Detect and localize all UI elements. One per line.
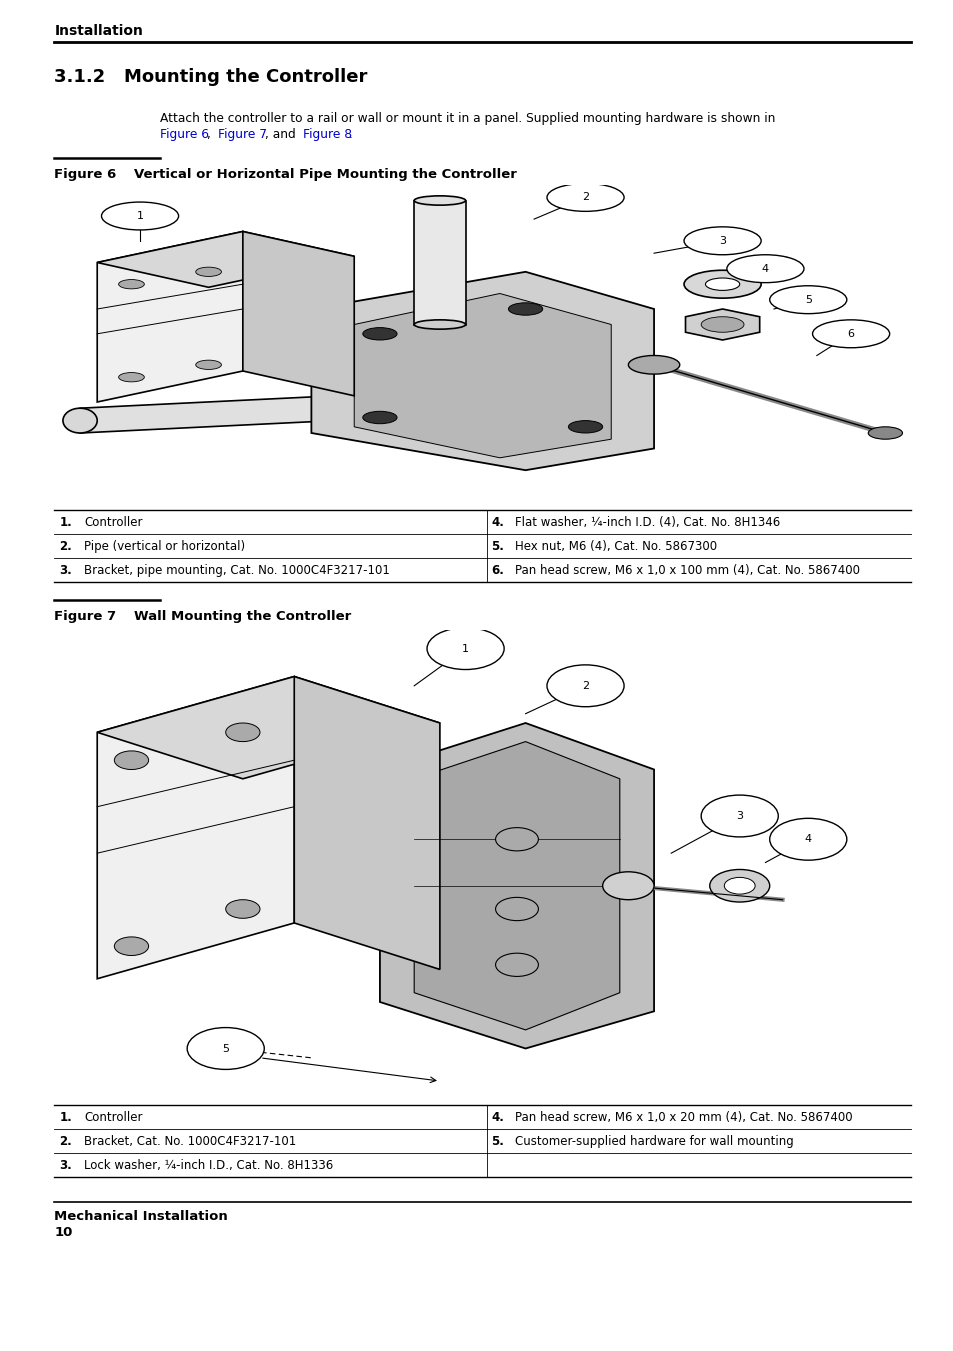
Circle shape: [546, 184, 623, 211]
Polygon shape: [80, 386, 525, 434]
Text: Controller: Controller: [84, 1111, 143, 1124]
Circle shape: [495, 954, 537, 977]
Polygon shape: [97, 677, 294, 978]
Circle shape: [726, 255, 803, 282]
Polygon shape: [414, 742, 619, 1029]
Text: Pan head screw, M6 x 1,0 x 20 mm (4), Cat. No. 5867400: Pan head screw, M6 x 1,0 x 20 mm (4), Ca…: [514, 1111, 851, 1124]
Polygon shape: [379, 723, 654, 1048]
Text: 6: 6: [846, 328, 854, 339]
Text: 1.: 1.: [59, 516, 72, 530]
Polygon shape: [685, 309, 759, 340]
Text: Attach the controller to a rail or wall or mount it in a panel. Supplied mountin: Attach the controller to a rail or wall …: [160, 112, 775, 126]
Text: 4.: 4.: [491, 516, 504, 530]
Circle shape: [508, 303, 542, 315]
Circle shape: [769, 286, 846, 313]
Text: 3.1.2   Mounting the Controller: 3.1.2 Mounting the Controller: [54, 68, 367, 86]
Polygon shape: [97, 677, 439, 778]
Text: Wall Mounting the Controller: Wall Mounting the Controller: [134, 611, 352, 623]
Text: 2: 2: [581, 681, 588, 690]
Text: 1: 1: [461, 643, 469, 654]
Circle shape: [700, 796, 778, 836]
Text: Figure 7: Figure 7: [218, 128, 267, 141]
Text: Flat washer, ¼-inch I.D. (4), Cat. No. 8H1346: Flat washer, ¼-inch I.D. (4), Cat. No. 8…: [514, 516, 779, 530]
Text: Figure 8: Figure 8: [303, 128, 352, 141]
Circle shape: [723, 877, 755, 894]
Circle shape: [602, 871, 654, 900]
Polygon shape: [354, 293, 611, 458]
Circle shape: [700, 316, 743, 332]
Circle shape: [568, 420, 602, 434]
Polygon shape: [97, 231, 243, 403]
Circle shape: [495, 897, 537, 920]
Circle shape: [495, 828, 537, 851]
Text: .: .: [349, 128, 353, 141]
Text: 1: 1: [136, 211, 143, 222]
Text: 3.: 3.: [59, 1159, 72, 1173]
Circle shape: [628, 355, 679, 374]
Text: 2.: 2.: [59, 540, 72, 553]
Circle shape: [683, 270, 760, 299]
Text: Bracket, pipe mounting, Cat. No. 1000C4F3217-101: Bracket, pipe mounting, Cat. No. 1000C4F…: [84, 563, 390, 577]
Text: Lock washer, ¼-inch I.D., Cat. No. 8H1336: Lock washer, ¼-inch I.D., Cat. No. 8H133…: [84, 1159, 334, 1173]
Text: 10: 10: [54, 1225, 72, 1239]
Text: Hex nut, M6 (4), Cat. No. 5867300: Hex nut, M6 (4), Cat. No. 5867300: [514, 540, 716, 553]
Polygon shape: [311, 272, 654, 470]
Text: Pipe (vertical or horizontal): Pipe (vertical or horizontal): [84, 540, 245, 553]
Ellipse shape: [414, 320, 465, 330]
Circle shape: [114, 751, 149, 770]
Text: 2.: 2.: [59, 1135, 72, 1148]
Ellipse shape: [63, 408, 97, 434]
Text: 5.: 5.: [491, 540, 504, 553]
Polygon shape: [243, 231, 354, 396]
Circle shape: [704, 278, 739, 290]
Circle shape: [709, 870, 769, 902]
Circle shape: [769, 819, 846, 861]
Circle shape: [195, 267, 221, 277]
Circle shape: [362, 327, 396, 340]
Text: ,: ,: [207, 128, 214, 141]
Text: Installation: Installation: [54, 24, 143, 38]
Text: Figure 6: Figure 6: [160, 128, 209, 141]
Circle shape: [195, 361, 221, 369]
Text: 4.: 4.: [491, 1111, 504, 1124]
Circle shape: [187, 1028, 264, 1070]
Text: 5.: 5.: [491, 1135, 504, 1148]
Text: 2: 2: [581, 192, 588, 203]
Text: Pan head screw, M6 x 1,0 x 100 mm (4), Cat. No. 5867400: Pan head screw, M6 x 1,0 x 100 mm (4), C…: [514, 563, 859, 577]
Text: 6.: 6.: [491, 563, 504, 577]
Text: 3.: 3.: [59, 563, 72, 577]
Circle shape: [118, 280, 144, 289]
Text: 5: 5: [804, 295, 811, 305]
Text: Figure 6: Figure 6: [54, 168, 116, 181]
Text: , and: , and: [265, 128, 299, 141]
Circle shape: [427, 628, 503, 670]
Polygon shape: [97, 231, 354, 288]
Polygon shape: [294, 677, 439, 970]
Circle shape: [546, 665, 623, 707]
Ellipse shape: [414, 196, 465, 205]
Text: 5: 5: [222, 1043, 229, 1054]
Text: Figure 7: Figure 7: [54, 611, 116, 623]
Text: Bracket, Cat. No. 1000C4F3217-101: Bracket, Cat. No. 1000C4F3217-101: [84, 1135, 296, 1148]
Circle shape: [683, 227, 760, 255]
Circle shape: [226, 723, 260, 742]
Circle shape: [867, 427, 902, 439]
Text: 3: 3: [736, 811, 742, 821]
Circle shape: [812, 320, 889, 347]
Text: Mechanical Installation: Mechanical Installation: [54, 1210, 228, 1223]
Text: 1.: 1.: [59, 1111, 72, 1124]
Circle shape: [226, 900, 260, 919]
Polygon shape: [414, 200, 465, 324]
Text: 4: 4: [804, 835, 811, 844]
Text: 3: 3: [719, 236, 725, 246]
Text: 4: 4: [761, 263, 768, 274]
Circle shape: [114, 936, 149, 955]
Circle shape: [101, 203, 178, 230]
Text: Vertical or Horizontal Pipe Mounting the Controller: Vertical or Horizontal Pipe Mounting the…: [134, 168, 517, 181]
Text: Customer-supplied hardware for wall mounting: Customer-supplied hardware for wall moun…: [514, 1135, 793, 1148]
Text: Controller: Controller: [84, 516, 143, 530]
Circle shape: [118, 373, 144, 382]
Circle shape: [362, 411, 396, 424]
